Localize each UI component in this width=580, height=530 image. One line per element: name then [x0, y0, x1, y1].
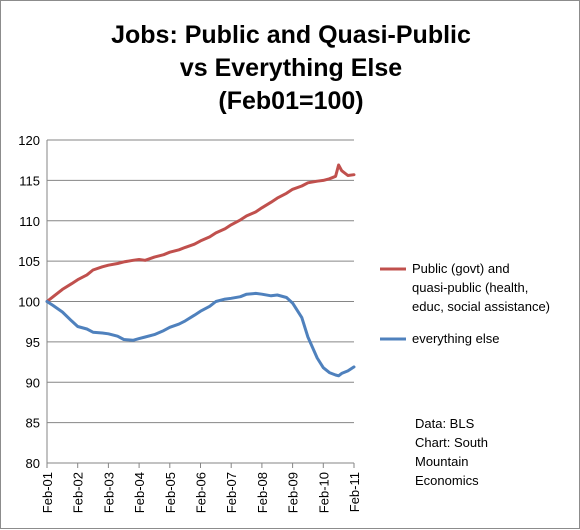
y-tick-label: 105	[18, 254, 40, 269]
y-tick-label: 120	[18, 133, 40, 148]
chart-title: Jobs: Public and Quasi-Public vs Everyth…	[111, 21, 471, 115]
legend-label-0: educ, social assistance)	[412, 299, 550, 314]
y-tick-label: 110	[19, 214, 40, 229]
gridlines	[47, 139, 354, 464]
x-tick-label: Feb-04	[132, 472, 147, 513]
legend-label-0: Public (govt) and	[412, 261, 510, 276]
x-tick-label: Feb-09	[286, 472, 301, 513]
legend-label-0: quasi-public (health,	[412, 280, 528, 295]
y-tick-label: 85	[26, 416, 40, 431]
x-tick-label: Feb-10	[316, 472, 331, 513]
axes	[46, 140, 355, 468]
chart-title-line-3: (Feb01=100)	[218, 87, 363, 115]
series-lines	[45, 163, 356, 378]
y-tick-label: 115	[19, 173, 40, 188]
y-tick-label: 100	[18, 295, 40, 310]
chart-title-line-2: vs Everything Else	[180, 54, 402, 82]
x-axis-tick-labels: Feb-01 Feb-02 Feb-03 Feb-04 Feb-05 Feb-06 Feb-…	[40, 472, 362, 513]
legend-label-1: everything else	[412, 331, 499, 346]
x-tick-label: Feb-11	[347, 472, 362, 512]
series-line-1	[45, 291, 356, 378]
y-axis-tick-labels: 80 85 90 95 100 105 110 115 120	[18, 133, 40, 471]
chart-title-line-1: Jobs: Public and Quasi-Public	[111, 21, 471, 49]
source-note-line: Data: BLS	[415, 416, 475, 431]
source-note: Data: BLS Chart: South Mountain Economics	[415, 416, 488, 488]
series-line-0	[45, 163, 356, 303]
source-note-line: Mountain	[415, 454, 468, 469]
x-tick-label: Feb-07	[224, 472, 239, 513]
x-tick-label: Feb-02	[71, 472, 86, 513]
x-tick-label: Feb-05	[163, 472, 178, 513]
legend: Public (govt) and quasi-public (health, ed…	[380, 261, 550, 346]
x-tick-label: Feb-08	[255, 472, 270, 513]
x-tick-label: Feb-01	[40, 472, 55, 513]
x-tick-label: Feb-03	[101, 472, 116, 513]
source-note-line: Economics	[415, 473, 479, 488]
y-tick-label: 80	[26, 456, 40, 471]
x-tick-label: Feb-06	[194, 472, 209, 513]
source-note-line: Chart: South	[415, 435, 488, 450]
y-tick-label: 95	[26, 335, 40, 350]
y-tick-label: 90	[26, 375, 40, 390]
